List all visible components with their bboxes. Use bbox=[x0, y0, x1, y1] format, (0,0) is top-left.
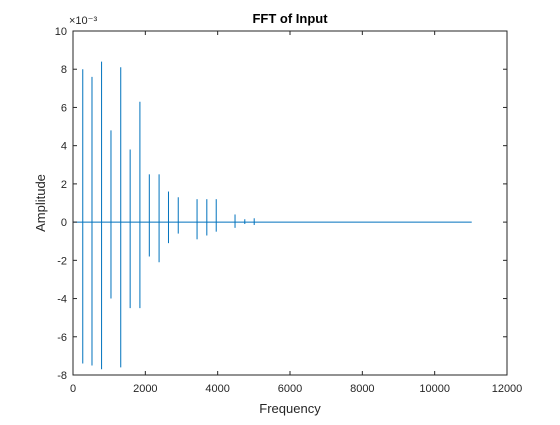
plot-area bbox=[73, 61, 472, 370]
chart-title: FFT of Input bbox=[252, 11, 328, 26]
y-tick-label: 4 bbox=[61, 141, 67, 153]
y-tick-label: 6 bbox=[61, 102, 67, 114]
y-tick-label: 0 bbox=[61, 217, 67, 229]
y-tick-label: 10 bbox=[55, 26, 67, 38]
y-axis-label: Amplitude bbox=[33, 174, 48, 232]
y-tick-label: 8 bbox=[61, 64, 67, 76]
y-tick-label: -4 bbox=[57, 294, 67, 306]
axes: 0 2000 4000 6000 8000 10000 12000 -8 -6 -4 -2 0 2 4 6 8… bbox=[55, 26, 523, 395]
y-axis-exponent: ×10⁻³ bbox=[69, 15, 97, 27]
x-tick-label: 2000 bbox=[133, 383, 157, 395]
y-tick-label: -6 bbox=[57, 332, 67, 344]
x-tick-label: 10000 bbox=[419, 383, 450, 395]
x-tick-label: 6000 bbox=[278, 383, 302, 395]
axes-box bbox=[72, 30, 508, 376]
x-tick-label: 12000 bbox=[492, 383, 523, 395]
y-tick-label: -8 bbox=[57, 370, 67, 382]
y-tick-label: -2 bbox=[57, 255, 67, 267]
x-tick-label: 4000 bbox=[205, 383, 229, 395]
x-tick-label: 8000 bbox=[350, 383, 374, 395]
x-tick-label: 0 bbox=[70, 383, 76, 395]
y-tick-label: 2 bbox=[61, 179, 67, 191]
x-axis-label: Frequency bbox=[259, 401, 321, 416]
